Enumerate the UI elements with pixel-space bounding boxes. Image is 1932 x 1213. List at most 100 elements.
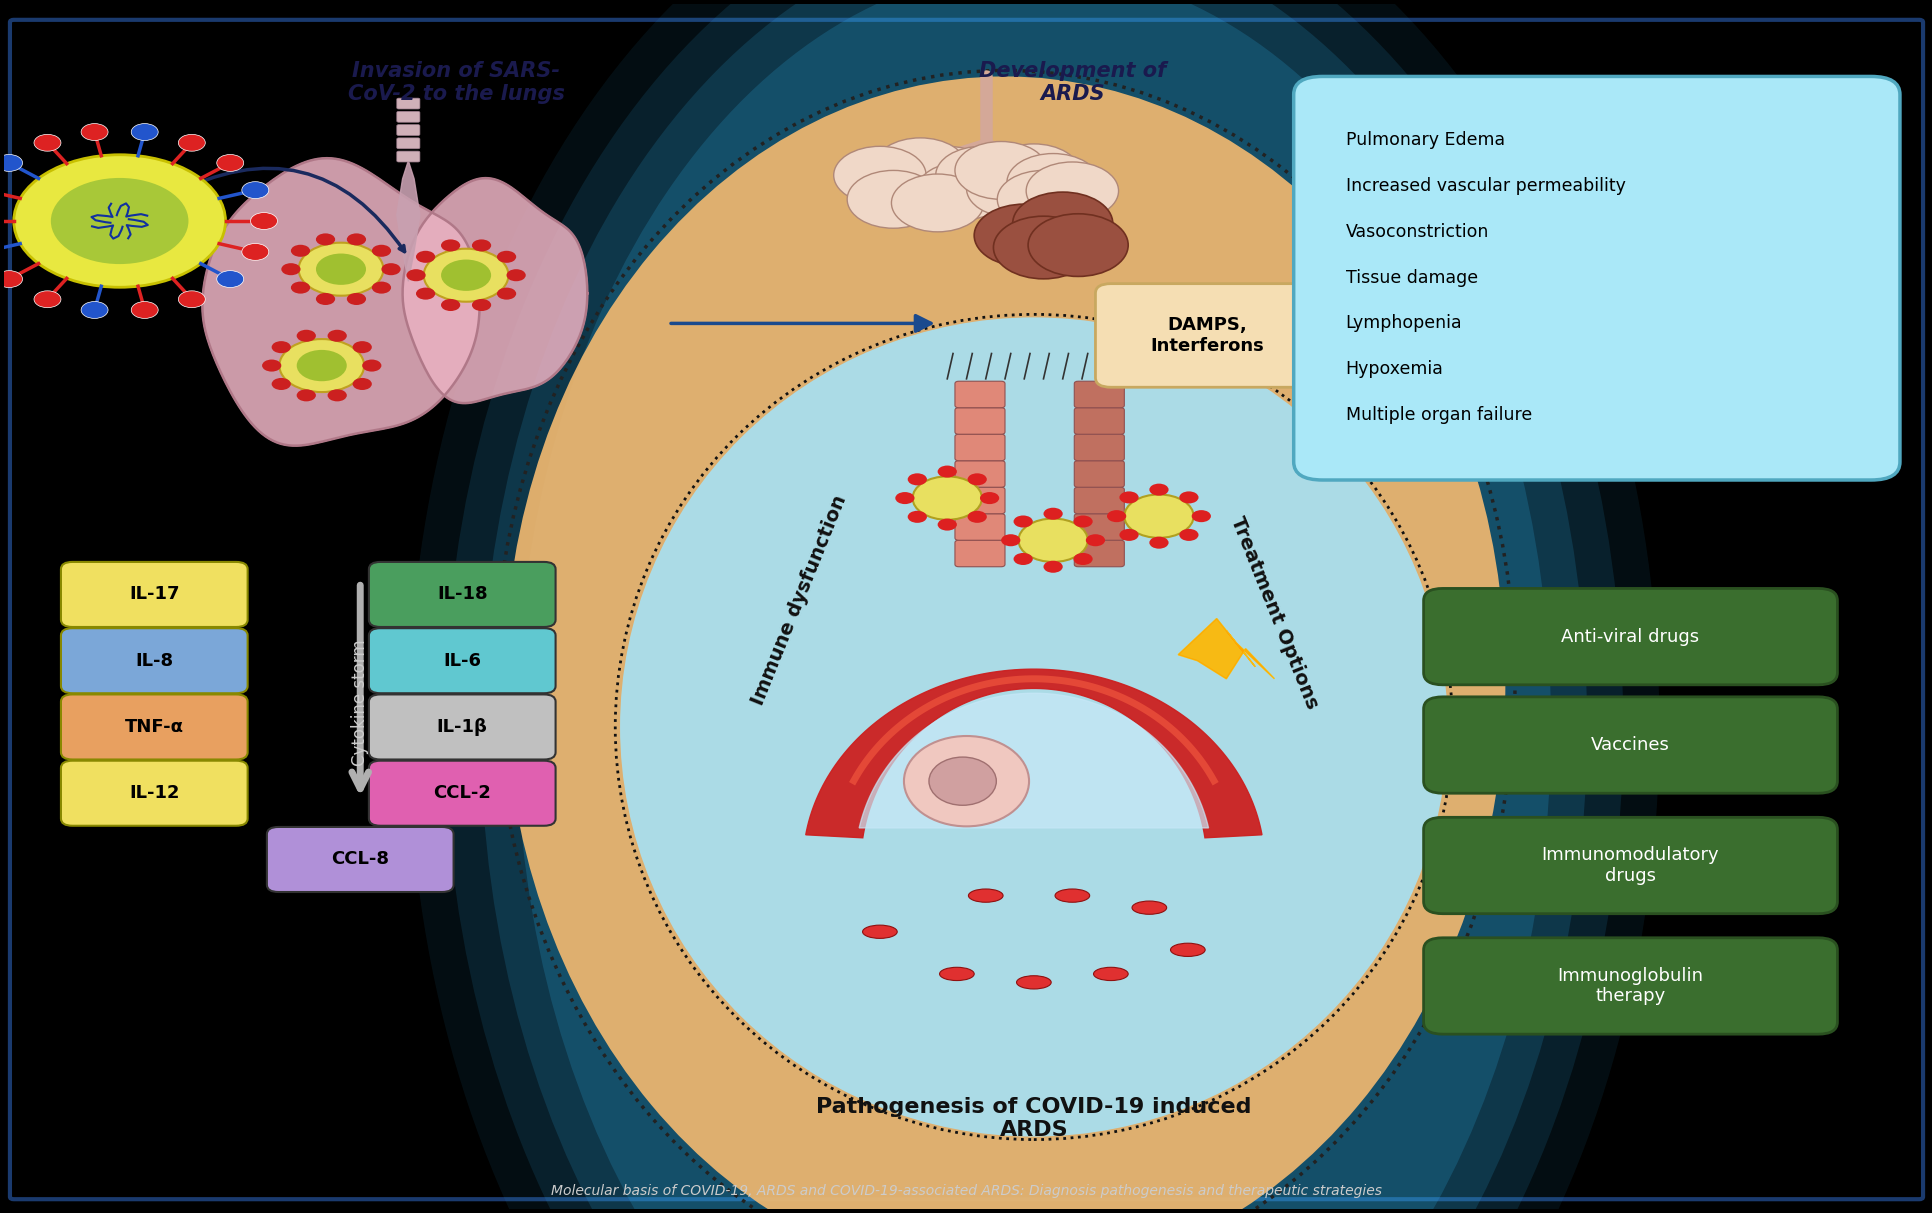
Ellipse shape	[481, 0, 1586, 1213]
Polygon shape	[1179, 619, 1273, 679]
Text: Hypoxemia: Hypoxemia	[1345, 360, 1443, 378]
Circle shape	[14, 155, 226, 287]
Text: CCL-2: CCL-2	[433, 785, 491, 802]
Circle shape	[327, 330, 346, 342]
Text: Invasion of SARS-
CoV-2 to the lungs: Invasion of SARS- CoV-2 to the lungs	[348, 61, 564, 104]
Ellipse shape	[968, 889, 1003, 902]
Ellipse shape	[408, 0, 1658, 1213]
Circle shape	[833, 147, 925, 204]
Circle shape	[178, 135, 205, 152]
Circle shape	[81, 302, 108, 319]
Circle shape	[968, 511, 987, 523]
Text: Development of
ARDS: Development of ARDS	[978, 61, 1165, 104]
Circle shape	[440, 260, 491, 291]
Ellipse shape	[904, 736, 1028, 826]
Circle shape	[423, 249, 508, 302]
Circle shape	[935, 147, 1028, 204]
Circle shape	[912, 477, 981, 519]
Circle shape	[908, 473, 927, 485]
Circle shape	[1086, 534, 1105, 546]
Circle shape	[131, 302, 158, 319]
FancyBboxPatch shape	[954, 514, 1005, 540]
Circle shape	[35, 291, 62, 308]
Circle shape	[415, 251, 435, 263]
FancyBboxPatch shape	[1074, 540, 1124, 566]
Text: IL-17: IL-17	[129, 586, 180, 603]
Circle shape	[866, 160, 958, 217]
Text: IL-8: IL-8	[135, 651, 174, 670]
Circle shape	[891, 173, 983, 232]
FancyBboxPatch shape	[954, 461, 1005, 488]
Polygon shape	[806, 670, 1262, 838]
Circle shape	[216, 154, 243, 171]
Ellipse shape	[1094, 967, 1128, 980]
Circle shape	[242, 244, 269, 261]
Circle shape	[272, 378, 290, 391]
Circle shape	[471, 298, 491, 311]
FancyBboxPatch shape	[396, 138, 419, 149]
Circle shape	[1150, 536, 1169, 548]
Circle shape	[216, 270, 243, 287]
Text: Treatment Options: Treatment Options	[1227, 513, 1321, 712]
Circle shape	[846, 170, 939, 228]
Circle shape	[916, 163, 1009, 220]
Ellipse shape	[620, 318, 1447, 1137]
Circle shape	[954, 142, 1047, 199]
Text: IL-12: IL-12	[129, 785, 180, 802]
Circle shape	[1012, 192, 1113, 255]
Circle shape	[440, 239, 460, 251]
Polygon shape	[203, 158, 479, 445]
FancyBboxPatch shape	[369, 562, 554, 627]
FancyBboxPatch shape	[954, 381, 1005, 408]
FancyBboxPatch shape	[1074, 488, 1124, 514]
FancyBboxPatch shape	[369, 628, 554, 694]
FancyBboxPatch shape	[267, 827, 454, 892]
FancyBboxPatch shape	[1422, 588, 1837, 685]
Circle shape	[282, 263, 299, 275]
Circle shape	[406, 269, 425, 281]
Text: CCL-8: CCL-8	[330, 850, 388, 869]
Ellipse shape	[862, 926, 896, 939]
Circle shape	[900, 147, 993, 204]
Circle shape	[1119, 491, 1138, 503]
Circle shape	[974, 204, 1074, 267]
Circle shape	[361, 359, 381, 371]
FancyBboxPatch shape	[62, 694, 247, 759]
FancyBboxPatch shape	[396, 125, 419, 136]
FancyBboxPatch shape	[1095, 284, 1318, 387]
Text: DAMPS,
Interferons: DAMPS, Interferons	[1150, 317, 1264, 355]
Circle shape	[346, 233, 365, 245]
Circle shape	[966, 160, 1059, 217]
Circle shape	[81, 124, 108, 141]
Circle shape	[280, 340, 363, 392]
Circle shape	[1124, 495, 1192, 537]
Circle shape	[997, 170, 1090, 228]
Text: Pulmonary Edema: Pulmonary Edema	[1345, 131, 1503, 149]
Circle shape	[1179, 491, 1198, 503]
Text: Tissue damage: Tissue damage	[1345, 268, 1478, 286]
FancyBboxPatch shape	[1074, 408, 1124, 434]
Circle shape	[993, 216, 1094, 279]
FancyBboxPatch shape	[62, 628, 247, 694]
Polygon shape	[396, 161, 419, 281]
Ellipse shape	[504, 76, 1505, 1213]
FancyBboxPatch shape	[396, 112, 419, 123]
FancyBboxPatch shape	[1293, 76, 1899, 480]
Ellipse shape	[444, 0, 1623, 1213]
Circle shape	[290, 245, 309, 257]
Text: Molecular basis of COVID-19, ARDS and COVID-19-associated ARDS: Diagnosis pathog: Molecular basis of COVID-19, ARDS and CO…	[551, 1184, 1381, 1198]
Circle shape	[371, 245, 390, 257]
Circle shape	[1012, 553, 1032, 565]
Circle shape	[1119, 529, 1138, 541]
Text: IL-18: IL-18	[437, 586, 487, 603]
Circle shape	[895, 492, 914, 505]
Text: Immune dysfunction: Immune dysfunction	[748, 492, 850, 708]
Circle shape	[263, 359, 282, 371]
FancyBboxPatch shape	[1422, 938, 1837, 1035]
Text: Vasoconstriction: Vasoconstriction	[1345, 223, 1488, 241]
Circle shape	[35, 135, 62, 152]
Circle shape	[1072, 516, 1092, 528]
Circle shape	[131, 124, 158, 141]
Polygon shape	[858, 694, 1208, 828]
FancyBboxPatch shape	[1074, 434, 1124, 461]
